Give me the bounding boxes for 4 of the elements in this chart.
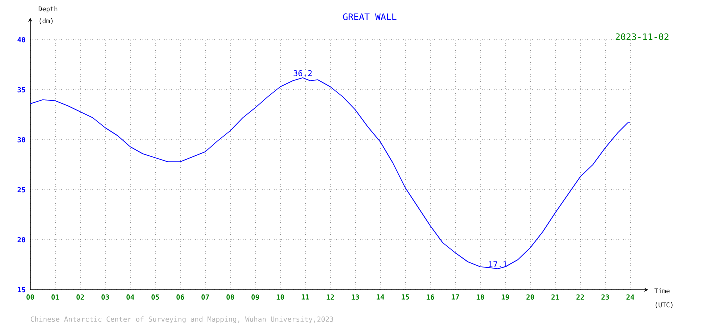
annotation: 17.1 bbox=[489, 262, 508, 268]
annotation: 36.2 bbox=[294, 70, 312, 76]
chart-subtitle: 2023-11-02 bbox=[616, 34, 669, 40]
chart-title: GREAT WALL bbox=[343, 14, 397, 20]
